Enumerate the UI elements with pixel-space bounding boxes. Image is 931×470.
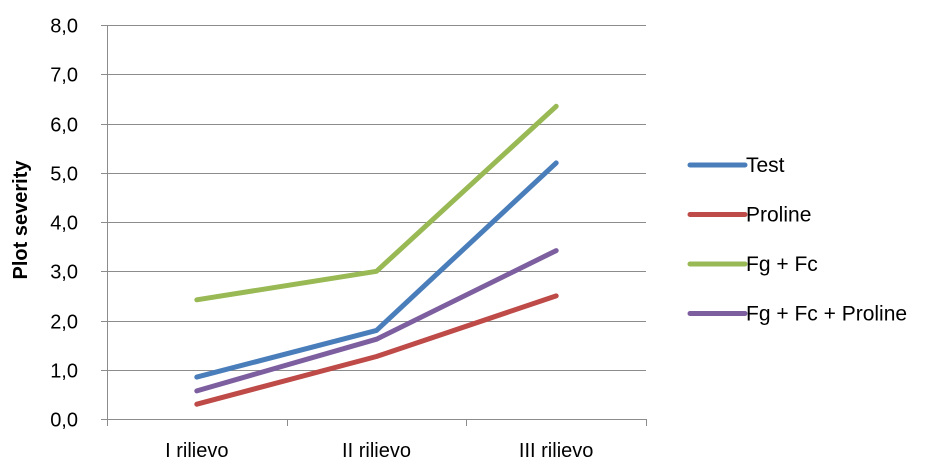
y-tick-label: 0,0 [50, 410, 78, 432]
y-tick-label: 1,0 [50, 361, 78, 383]
series-line [194, 293, 559, 407]
y-axis-title: Plot severity [10, 160, 32, 280]
gridlines [107, 25, 646, 371]
series-line [194, 103, 559, 303]
y-tick-label: 8,0 [50, 16, 78, 38]
y-tick-label: 6,0 [50, 115, 78, 137]
y-tick-label: 4,0 [50, 213, 78, 235]
x-tick-label: I rilievo [165, 440, 228, 462]
y-tick-label: 5,0 [50, 164, 78, 186]
series-lines [194, 103, 559, 407]
axes [101, 25, 647, 426]
y-tick-label: 2,0 [50, 312, 78, 334]
legend-label: Fg + Fc + Proline [746, 303, 907, 326]
x-tick-label: III rilievo [519, 440, 593, 462]
legend-label: Test [746, 154, 785, 177]
y-tick-label: 7,0 [50, 65, 78, 87]
legend-label: Fg + Fc [746, 253, 818, 276]
y-tick-labels: 0,0 1,0 2,0 3,0 4,0 5,0 6,0 7,0 8,0 [50, 16, 78, 432]
y-tick-label: 3,0 [50, 262, 78, 284]
legend: Test Proline Fg + Fc Fg + Fc + Proline [687, 154, 907, 326]
series-line [194, 160, 559, 380]
series-line [194, 248, 559, 394]
x-tick-labels: I rilievo II rilievo III rilievo [165, 440, 593, 462]
x-tick-label: II rilievo [342, 440, 411, 462]
legend-label: Proline [746, 204, 811, 227]
